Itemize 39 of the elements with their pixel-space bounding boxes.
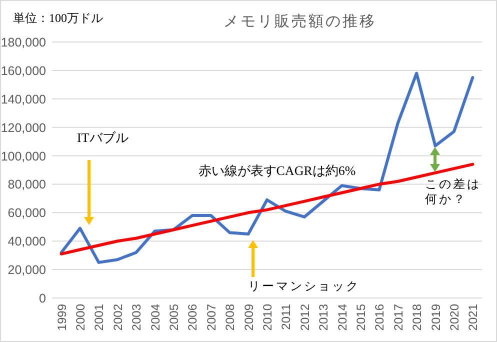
annotation: この差は何か？ bbox=[425, 177, 481, 206]
x-tick-label: 1999 bbox=[54, 304, 69, 331]
y-tick-label: 140,000 bbox=[0, 92, 46, 106]
x-tick-label: 2017 bbox=[391, 304, 406, 331]
annotation: ITバブル bbox=[77, 130, 128, 145]
y-tick-label: 80,000 bbox=[8, 178, 46, 192]
chart-title: メモリ販売額の推移 bbox=[224, 13, 376, 30]
x-tick-label: 2001 bbox=[92, 304, 106, 331]
x-tick-label: 2009 bbox=[242, 304, 256, 331]
x-tick-label: 2007 bbox=[204, 304, 218, 331]
annotation: リーマンショック bbox=[248, 279, 360, 293]
x-tick-label: 2006 bbox=[186, 304, 200, 331]
x-tick-label: 2003 bbox=[130, 304, 144, 331]
x-tick-label: 2010 bbox=[260, 304, 274, 331]
x-tick-label: 2004 bbox=[148, 304, 162, 331]
x-tick-label: 2002 bbox=[110, 304, 125, 331]
annotation: 赤い線が表すCAGRは約6% bbox=[198, 163, 356, 178]
y-tick-label: 100,000 bbox=[0, 149, 46, 164]
x-tick-label: 2016 bbox=[372, 304, 387, 331]
y-tick-label: 120,000 bbox=[0, 120, 46, 135]
x-tick-label: 2020 bbox=[447, 304, 462, 331]
x-tick-label: 2005 bbox=[167, 304, 182, 331]
y-tick-label: 40,000 bbox=[8, 234, 46, 249]
y-tick-label: 20,000 bbox=[8, 263, 46, 278]
y-tick-label: 60,000 bbox=[8, 206, 46, 220]
x-tick-label: 2019 bbox=[428, 304, 443, 331]
y-tick-label: 180,000 bbox=[0, 36, 46, 50]
x-tick-label: 2000 bbox=[74, 304, 88, 331]
x-tick-label: 2018 bbox=[410, 304, 424, 331]
x-tick-label: 2011 bbox=[279, 304, 294, 330]
x-tick-label: 2012 bbox=[298, 304, 312, 331]
x-tick-label: 2015 bbox=[354, 304, 368, 331]
y-tick-label: 0 bbox=[39, 292, 46, 306]
x-tick-label: 2014 bbox=[335, 304, 350, 331]
y-tick-label: 160,000 bbox=[0, 64, 46, 78]
x-tick-label: 2013 bbox=[316, 304, 331, 331]
text: 単位：100万ドル bbox=[13, 11, 103, 25]
x-tick-label: 2008 bbox=[223, 304, 238, 331]
x-tick-label: 2021 bbox=[466, 304, 480, 331]
